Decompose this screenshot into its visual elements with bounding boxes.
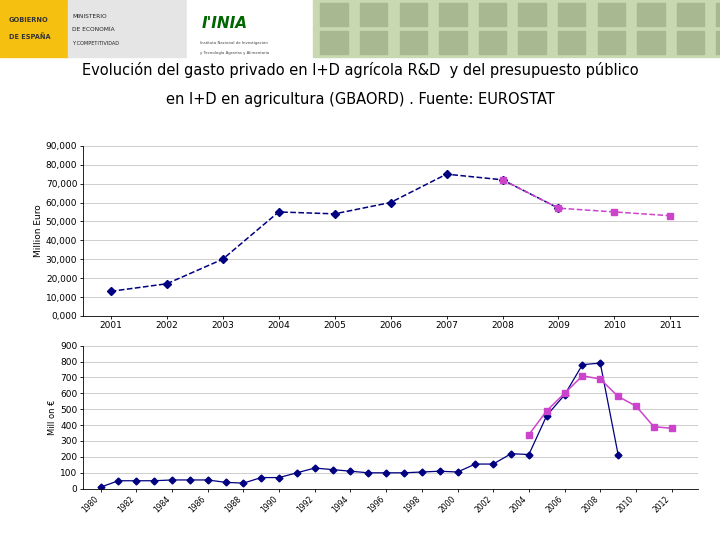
Bar [558,31,585,54]
Line: NACE rev 2: NACE rev 2 [500,177,673,219]
NACE rev 1.1 [498,177,507,183]
Public sector (NABS 92) [364,470,373,476]
Public sector (NABS 92) [96,484,105,490]
Bar [677,3,704,25]
Bar [0,0,68,57]
Public sector (NABS 92) [346,468,355,475]
Line: NACE rev 1.1: NACE rev 1.1 [108,171,562,294]
NACE rev 1.1 [218,256,227,262]
Bar [479,31,506,54]
Bar [439,3,467,25]
Bar [320,3,348,25]
Public sector (NABS 07) [542,408,551,414]
Text: y Tecnología Agrarias y Alimentaria: y Tecnología Agrarias y Alimentaria [200,51,269,55]
NACE rev 1.1 [386,199,395,206]
NACE rev 1.1 [330,211,339,217]
Bar [439,31,467,54]
Public sector (NABS 07) [649,423,658,430]
Public sector (NABS 07) [596,376,605,382]
Bar [479,3,506,25]
Public sector (NABS 92) [132,477,140,484]
Legend: NACE rev 1.1, NACE rev 2: NACE rev 1.1, NACE rev 2 [284,380,498,397]
Bar [637,31,665,54]
Public sector (NABS 92) [168,477,176,483]
Text: DE ESPAÑA: DE ESPAÑA [9,33,50,40]
Y-axis label: Mill on €: Mill on € [48,400,57,435]
Public sector (NABS 07) [525,431,534,438]
Text: GOBIERNO: GOBIERNO [9,17,48,23]
Public sector (NABS 92) [400,470,408,476]
Bar [716,31,720,54]
Text: Instituto Nacional de Investigación: Instituto Nacional de Investigación [200,41,268,45]
Public sector (NABS 92) [418,469,426,475]
Public sector (NABS 92) [292,470,301,476]
Public sector (NABS 92) [453,469,462,475]
NACE rev 1.1 [554,205,563,211]
Bar [313,0,720,57]
NACE rev 2 [554,205,563,211]
Bar [677,31,704,54]
Bar [400,3,427,25]
Public sector (NABS 92) [436,468,444,475]
Bar [716,3,720,25]
Public sector (NABS 92) [328,467,337,473]
Public sector (NABS 92) [257,474,266,481]
Bar [598,31,625,54]
Bar [187,0,313,57]
NACE rev 2 [666,212,675,219]
Bar [68,0,187,57]
Bar [558,3,585,25]
Public sector (NABS 92) [310,465,319,471]
Public sector (NABS 92) [114,477,123,484]
Public sector (NABS 07) [578,373,587,379]
Public sector (NABS 07) [631,403,640,409]
Text: MINISTERIO: MINISTERIO [72,14,107,18]
Text: Evolución del gasto privado en I+D agrícola R&D  y del presupuesto público: Evolución del gasto privado en I+D agríc… [81,62,639,78]
Bar [400,31,427,54]
Public sector (NABS 92) [560,392,569,398]
Public sector (NABS 92) [471,461,480,467]
Line: Public sector (NABS 92): Public sector (NABS 92) [98,361,621,490]
Bar [598,3,625,25]
Public sector (NABS 92) [186,477,194,483]
Public sector (NABS 07) [667,425,676,431]
Public sector (NABS 92) [239,480,248,487]
Text: Y COMPETITIVIDAD: Y COMPETITIVIDAD [72,41,119,46]
Bar [518,3,546,25]
Text: en I+D en agricultura (GBAORD) . Fuente: EUROSTAT: en I+D en agricultura (GBAORD) . Fuente:… [166,92,554,107]
NACE rev 2 [610,208,618,215]
Bar [637,3,665,25]
Public sector (NABS 92) [578,361,587,368]
Public sector (NABS 92) [150,477,158,484]
NACE rev 2 [498,177,507,183]
NACE rev 1.1 [442,171,451,177]
Public sector (NABS 92) [203,477,212,483]
Public sector (NABS 92) [542,413,551,419]
Public sector (NABS 92) [221,479,230,485]
Public sector (NABS 92) [382,470,390,476]
Public sector (NABS 92) [489,461,498,467]
Public sector (NABS 07) [613,393,622,400]
NACE rev 1.1 [163,281,171,287]
Y-axis label: Million Euro: Million Euro [34,205,43,257]
Text: DE ECONOMÍA: DE ECONOMÍA [72,27,114,32]
NACE rev 1.1 [107,288,115,295]
Public sector (NABS 92) [596,360,605,366]
Public sector (NABS 92) [525,451,534,458]
Public sector (NABS 92) [507,450,516,457]
NACE rev 1.1 [274,208,283,215]
Bar [320,31,348,54]
Public sector (NABS 92) [275,474,284,481]
Bar [360,3,387,25]
Bar [518,31,546,54]
Public sector (NABS 92) [613,451,622,458]
Text: I'INIA: I'INIA [202,16,248,31]
Line: Public sector (NABS 07): Public sector (NABS 07) [526,373,675,438]
Bar [360,31,387,54]
Public sector (NABS 07) [560,390,569,396]
